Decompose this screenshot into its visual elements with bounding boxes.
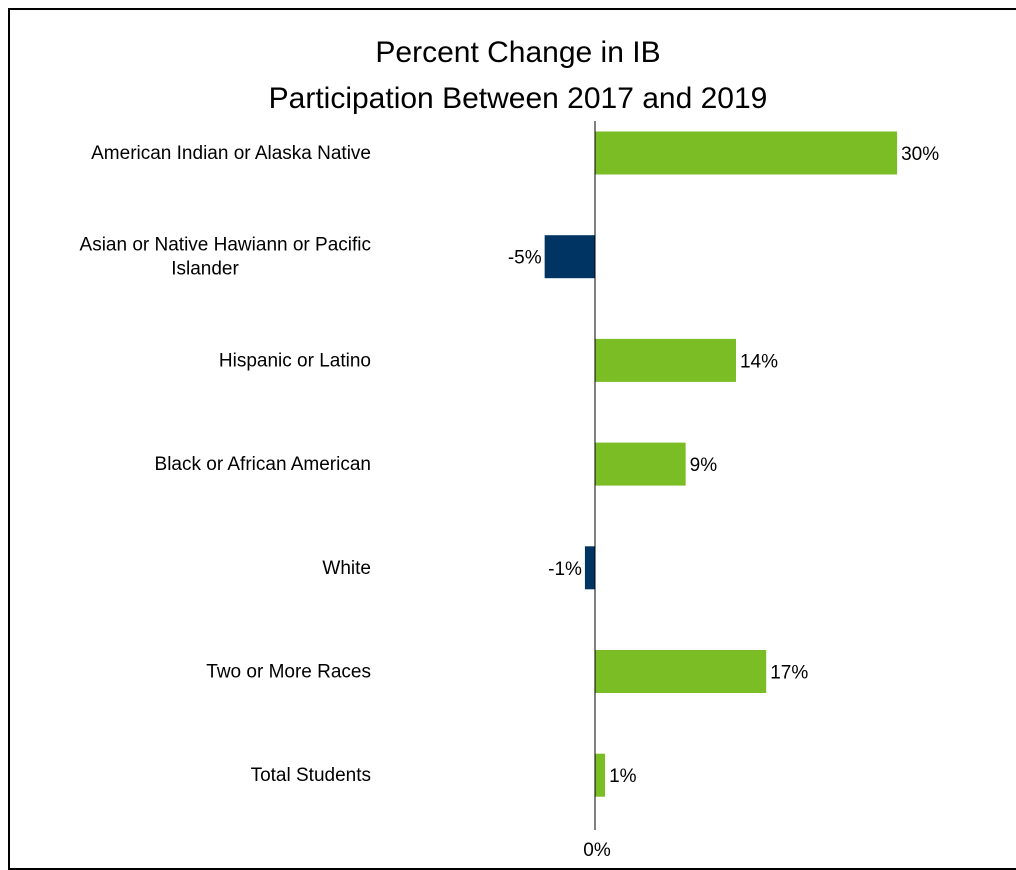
category-label-1-line-1: Asian or Native Hawiann or Pacific: [80, 235, 371, 256]
category-label-6: Total Students: [251, 765, 371, 786]
value-label-3: 9%: [690, 455, 718, 476]
category-label-2: Hispanic or Latino: [219, 350, 371, 371]
category-label-0: American Indian or Alaska Native: [91, 143, 371, 164]
chart-title-line-1: Percent Change in IB: [375, 36, 661, 69]
value-label-6: 1%: [609, 766, 637, 787]
bar-5: [595, 650, 767, 693]
category-label-1-line-2: Islander: [171, 259, 239, 280]
value-label-4: -1%: [548, 559, 582, 580]
chart-title: Percent Change in IB Participation Betwe…: [0, 30, 1016, 122]
bar-4: [584, 546, 595, 590]
value-label-5: 17%: [770, 663, 808, 684]
value-label-0: 30%: [901, 144, 939, 165]
bar-1: [544, 235, 595, 279]
bar-0: [595, 131, 898, 175]
value-label-2: 14%: [740, 351, 778, 372]
category-label-5: Two or More Races: [206, 662, 371, 683]
bar-6: [595, 753, 606, 797]
category-label-3: Black or African American: [155, 454, 371, 475]
bar-2: [595, 338, 736, 382]
value-label-1: -5%: [508, 248, 542, 269]
chart-title-line-2: Participation Between 2017 and 2019: [268, 82, 768, 115]
x-tick-label-0: 0%: [583, 840, 611, 861]
bar-3: [595, 442, 686, 486]
category-label-4: White: [322, 558, 371, 579]
